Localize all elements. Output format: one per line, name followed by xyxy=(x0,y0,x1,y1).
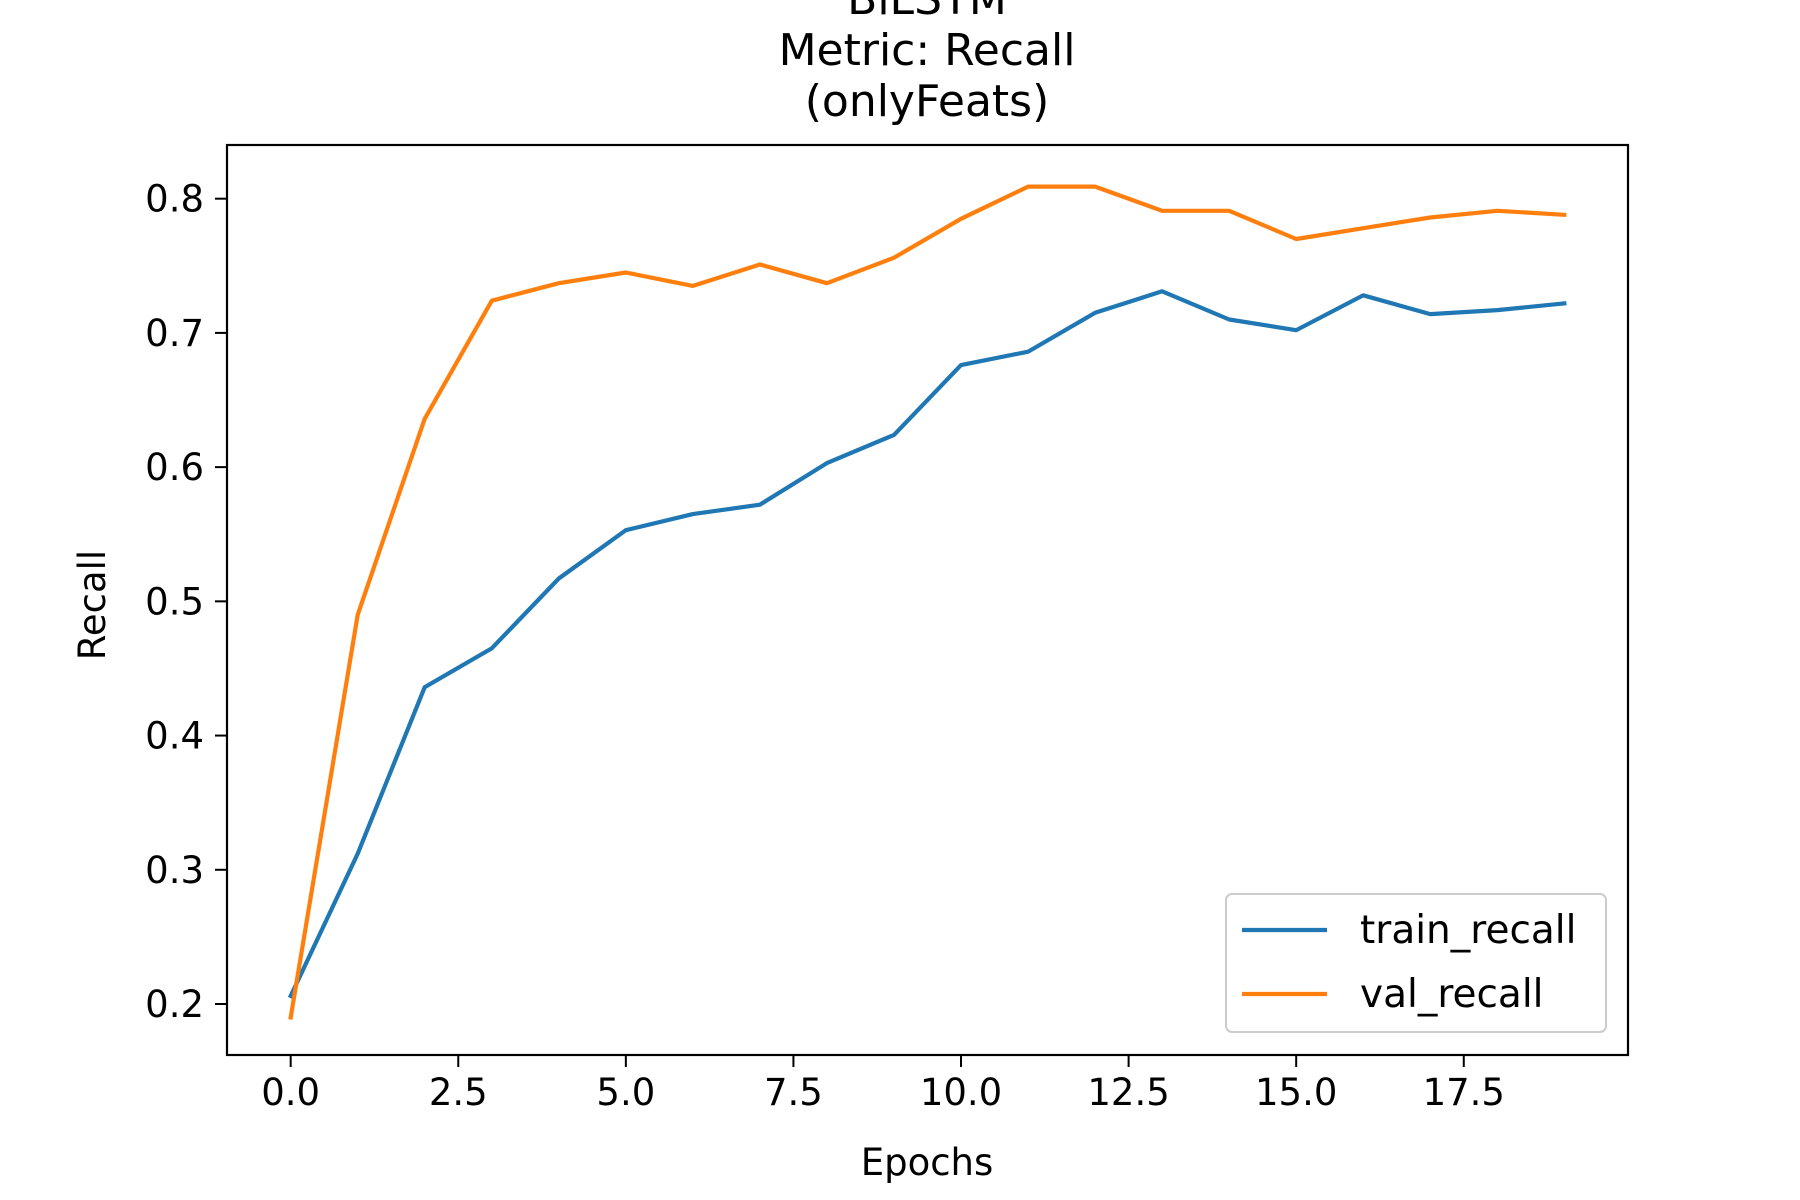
chart-title: BiLSTMMetric: Recall(onlyFeats) xyxy=(779,0,1076,127)
x-tick-label: 5.0 xyxy=(596,1071,655,1114)
series-line-val_recall xyxy=(288,184,1567,1020)
y-tick-label: 0.8 xyxy=(145,178,204,221)
chart-title-line-2: Metric: Recall xyxy=(779,25,1076,76)
series-line-train_recall xyxy=(287,289,1567,999)
y-tick-label: 0.7 xyxy=(145,312,204,355)
legend-label-train_recall: train_recall xyxy=(1360,908,1576,953)
x-axis-label: Epochs xyxy=(861,1141,994,1184)
x-tick-label: 17.5 xyxy=(1423,1071,1505,1114)
chart-title-line-3: (onlyFeats) xyxy=(805,76,1050,127)
x-tick-label: 15.0 xyxy=(1255,1071,1337,1114)
series-lines xyxy=(287,184,1567,1020)
x-tick-label: 0.0 xyxy=(261,1071,320,1114)
x-tick-label: 7.5 xyxy=(764,1071,823,1114)
y-axis-ticks: 0.2 0.3 0.4 0.5 0.6 0.7 0.8 xyxy=(145,178,227,1026)
plot-area xyxy=(225,143,1630,1057)
y-tick-label: 0.3 xyxy=(145,849,204,892)
y-axis-label: Recall xyxy=(71,550,114,660)
chart-title-line-1: BiLSTM xyxy=(847,0,1007,25)
y-tick-label: 0.2 xyxy=(145,983,204,1026)
y-tick-label: 0.6 xyxy=(145,446,204,489)
axes-frame xyxy=(225,143,1630,1057)
x-axis-ticks: 0.0 2.5 5.0 7.5 10.0 12.5 15.0 17.5 xyxy=(261,1055,1505,1114)
x-tick-label: 2.5 xyxy=(429,1071,488,1114)
legend-label-val_recall: val_recall xyxy=(1360,972,1544,1017)
legend: train_recall val_recall xyxy=(1225,893,1607,1033)
y-tick-label: 0.5 xyxy=(145,580,204,623)
x-tick-label: 10.0 xyxy=(920,1071,1002,1114)
y-tick-label: 0.4 xyxy=(145,715,204,758)
x-tick-label: 12.5 xyxy=(1087,1071,1169,1114)
